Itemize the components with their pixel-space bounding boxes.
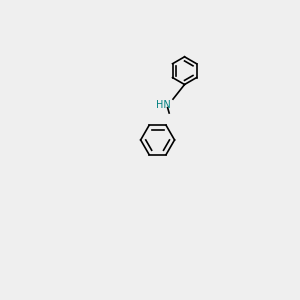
Text: HN: HN (156, 100, 170, 110)
